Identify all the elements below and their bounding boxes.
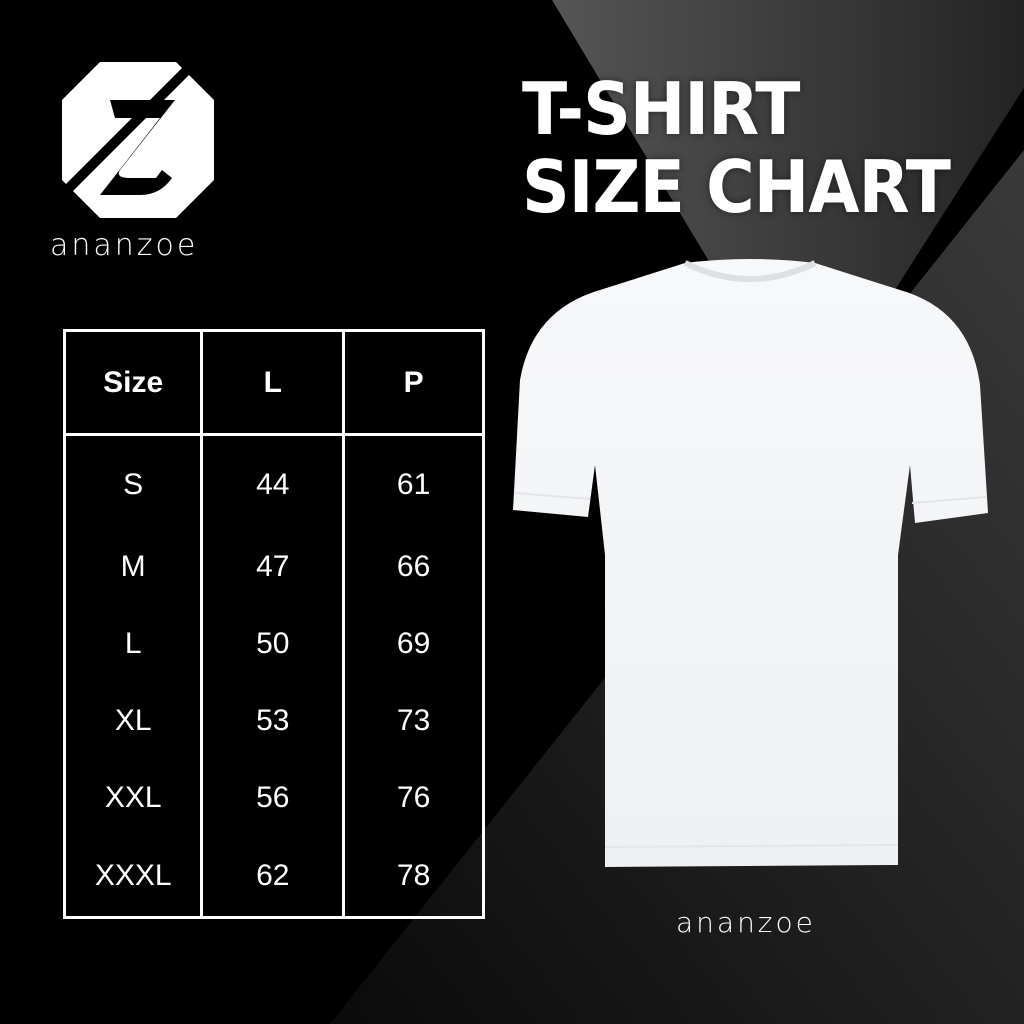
table-row: S 44 61 bbox=[62, 434, 485, 529]
brand-logo bbox=[60, 60, 214, 218]
header-width: P bbox=[342, 329, 485, 436]
title-line-2: SIZE CHART bbox=[522, 145, 951, 229]
table-row: XXL 56 76 bbox=[62, 759, 485, 837]
length-cell: 50 bbox=[200, 605, 346, 683]
width-cell: 69 bbox=[342, 605, 485, 683]
size-cell: S bbox=[62, 434, 204, 529]
header-size: Size bbox=[62, 329, 204, 436]
gray-triangle bbox=[552, 0, 1024, 426]
width-cell: 78 bbox=[342, 836, 485, 918]
table-header-row: Size L P bbox=[62, 329, 485, 436]
brand-wordmark-top: ananzoe bbox=[50, 228, 199, 263]
table-row: XXXL 62 78 bbox=[62, 836, 485, 918]
size-cell: XL bbox=[62, 682, 204, 760]
size-table: Size L P S 44 61 M 47 66 L 50 69 XL 53 73 XXL 56 76 XXX… bbox=[62, 329, 485, 919]
length-cell: 53 bbox=[200, 682, 346, 760]
width-cell: 66 bbox=[342, 528, 485, 606]
size-cell: XXXL bbox=[62, 836, 204, 918]
table-row: M 47 66 bbox=[62, 528, 485, 606]
width-cell: 73 bbox=[342, 682, 485, 760]
tshirt-image bbox=[513, 259, 988, 867]
width-cell: 76 bbox=[342, 759, 485, 837]
page-title: T-SHIRT SIZE CHART bbox=[522, 67, 951, 229]
size-cell: L bbox=[62, 605, 204, 683]
header-length: L bbox=[200, 329, 346, 436]
size-cell: XXL bbox=[62, 759, 204, 837]
length-cell: 56 bbox=[200, 759, 346, 837]
width-cell: 61 bbox=[342, 434, 485, 529]
length-cell: 47 bbox=[200, 528, 346, 606]
length-cell: 62 bbox=[200, 836, 346, 918]
size-cell: M bbox=[62, 528, 204, 606]
title-line-1: T-SHIRT bbox=[522, 67, 800, 151]
brand-wordmark-bottom: ananzoe bbox=[676, 906, 816, 939]
table-row: L 50 69 bbox=[62, 605, 485, 683]
length-cell: 44 bbox=[200, 434, 346, 529]
table-row: XL 53 73 bbox=[62, 682, 485, 760]
